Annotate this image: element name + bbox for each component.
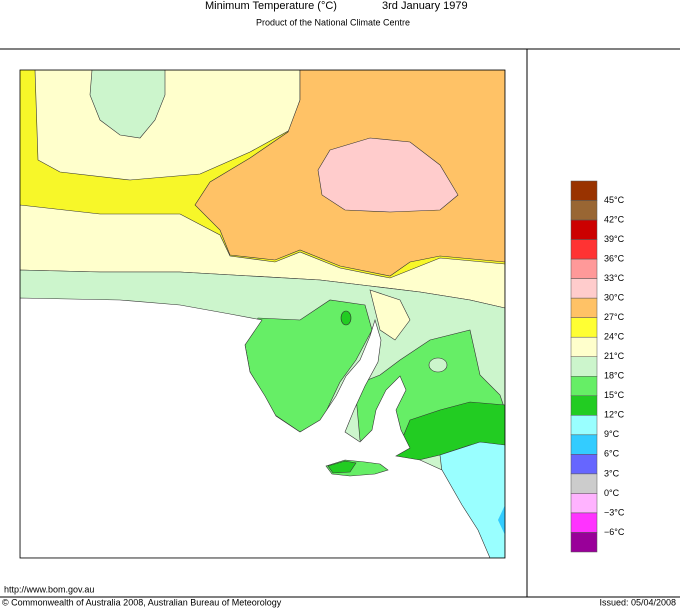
legend-label: 18°C xyxy=(604,371,625,381)
legend-label: 27°C xyxy=(604,312,625,322)
region-21 xyxy=(369,289,411,341)
legend-label: −6°C xyxy=(604,527,625,537)
legend-swatch xyxy=(570,473,598,494)
subtitle: Product of the National Climate Centre xyxy=(256,17,410,27)
legend-swatch xyxy=(570,180,598,201)
legend-label: 3°C xyxy=(604,468,620,478)
legend-swatch xyxy=(570,415,598,436)
legend: 45°C 42°C 39°C 36°C 33°C 30°C 27°C 24°C 21°C 18°C… xyxy=(570,180,625,553)
legend-label: 24°C xyxy=(604,332,625,342)
map-frame xyxy=(19,69,506,559)
legend-swatch xyxy=(570,317,598,338)
url: http://www.bom.gov.au xyxy=(4,584,94,594)
legend-label: −3°C xyxy=(604,507,625,517)
legend-swatch xyxy=(570,493,598,514)
legend-swatch xyxy=(570,200,598,221)
legend-swatch xyxy=(570,434,598,455)
legend-label: 6°C xyxy=(604,449,620,459)
legend-swatch xyxy=(570,454,598,475)
region-12 xyxy=(340,310,352,326)
ocean xyxy=(20,297,491,558)
legend-swatch xyxy=(570,356,598,377)
legend-label: 30°C xyxy=(604,293,625,303)
legend-swatch xyxy=(570,532,598,553)
region-18 xyxy=(428,357,448,373)
legend-swatch xyxy=(570,297,598,318)
map xyxy=(19,69,506,559)
legend-swatch xyxy=(570,336,598,357)
legend-label: 0°C xyxy=(604,488,620,498)
title: Minimum Temperature (°C) xyxy=(205,0,337,12)
legend-swatch xyxy=(570,258,598,279)
legend-swatch xyxy=(570,376,598,397)
region-30 xyxy=(317,137,459,213)
legend-label: 15°C xyxy=(604,390,625,400)
legend-label: 36°C xyxy=(604,253,625,263)
legend-label: 9°C xyxy=(604,429,620,439)
region-18 xyxy=(89,70,166,139)
legend-label: 21°C xyxy=(604,351,625,361)
issued: Issued: 05/04/2008 xyxy=(599,597,676,607)
legend-swatch xyxy=(570,395,598,416)
legend-label: 39°C xyxy=(604,234,625,244)
legend-label: 45°C xyxy=(604,195,625,205)
region-12 xyxy=(327,460,357,474)
region-6 xyxy=(498,505,505,535)
legend-swatch xyxy=(570,512,598,533)
legend-swatch xyxy=(570,278,598,299)
copyright: © Commonwealth of Australia 2008, Austra… xyxy=(2,597,282,607)
date: 3rd January 1979 xyxy=(382,0,468,12)
legend-label: 12°C xyxy=(604,410,625,420)
legend-swatch xyxy=(570,239,598,260)
legend-swatch xyxy=(570,219,598,240)
legend-label: 33°C xyxy=(604,273,625,283)
legend-label: 42°C xyxy=(604,214,625,224)
